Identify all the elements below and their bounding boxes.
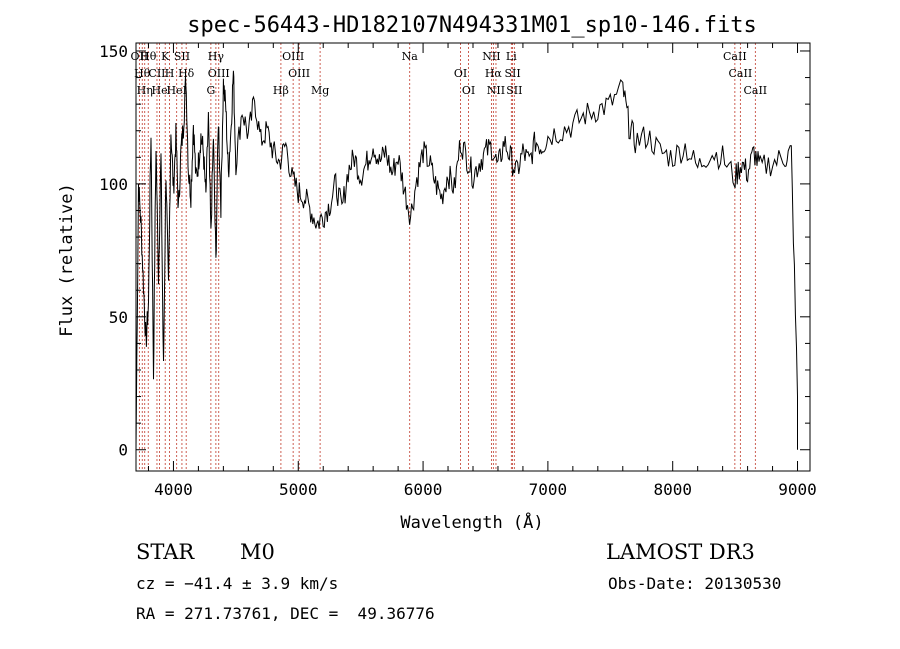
object-class: STAR <box>136 540 195 564</box>
line-marker-label: SII <box>174 50 190 63</box>
x-tick-label: 9000 <box>778 480 817 499</box>
line-marker-label: G <box>206 84 215 97</box>
x-axis-label: Wavelength (Å) <box>400 511 543 533</box>
line-marker-label: OIII <box>208 67 230 80</box>
line-marker-label: Hγ <box>208 50 225 63</box>
x-tick-label: 6000 <box>404 480 443 499</box>
line-marker-label: Mg <box>311 84 329 97</box>
line-marker-label: Hη <box>137 84 153 97</box>
y-axis-label: Flux (relative) <box>57 183 77 337</box>
x-axis-ticks: 4000 5000 6000 7000 8000 9000 <box>147 43 817 499</box>
spectral-line-markers <box>138 43 756 471</box>
chart-title: spec-56443-HD182107N494331M01_sp10-146.f… <box>187 13 757 38</box>
x-tick-label: 7000 <box>529 480 568 499</box>
line-marker-label: SII <box>506 84 522 97</box>
line-marker-label: Hα <box>485 67 503 80</box>
line-marker-label: CII <box>148 67 165 80</box>
observation-date: Obs-Date: 20130530 <box>608 574 782 593</box>
line-marker-label: SII <box>504 67 520 80</box>
line-marker-label: OI <box>454 67 467 80</box>
line-marker-label: He <box>152 84 168 97</box>
line-marker-label: H <box>165 67 175 80</box>
line-marker-label: Na <box>402 50 419 63</box>
line-marker-label: OII <box>131 50 149 63</box>
line-marker-label: OI <box>462 84 475 97</box>
line-marker-label: HeI <box>166 84 186 97</box>
coordinates: RA = 271.73761, DEC = 49.36776 <box>136 604 435 623</box>
object-subclass: M0 <box>240 540 275 564</box>
y-tick-label: 100 <box>99 175 128 194</box>
x-tick-label: 8000 <box>653 480 692 499</box>
spectrum-series-line <box>135 70 798 450</box>
line-marker-label: NII <box>487 84 505 97</box>
line-marker-label: Hθ <box>134 67 151 80</box>
y-tick-label: 0 <box>118 441 128 460</box>
x-tick-label: 4000 <box>154 480 193 499</box>
line-marker-label: NII <box>482 50 500 63</box>
spectral-line-labels: OIIHθHηHθCIIHeKHHeISIIHδGHγOIIIHβOIIIOII… <box>131 50 768 97</box>
line-marker-label: Hδ <box>178 67 195 80</box>
line-marker-label: Li <box>506 50 517 63</box>
line-marker-label: CaII <box>743 84 767 97</box>
line-marker-label: Hβ <box>273 84 289 97</box>
y-tick-label: 50 <box>109 308 128 327</box>
plot-frame <box>135 42 811 472</box>
line-marker-label: CaII <box>723 50 747 63</box>
line-marker-label: Hθ <box>140 50 157 63</box>
y-axis-ticks: 0 50 100 150 <box>99 42 810 460</box>
x-tick-label: 5000 <box>279 480 318 499</box>
line-marker-label: OIII <box>282 50 304 63</box>
line-marker-label: OIII <box>288 67 310 80</box>
survey-name: LAMOST DR3 <box>606 540 755 564</box>
y-tick-label: 150 <box>99 42 128 61</box>
redshift-velocity: cz = −41.4 ± 3.9 km/s <box>136 574 339 593</box>
line-marker-label: K <box>161 50 170 63</box>
line-marker-label: CaII <box>729 67 753 80</box>
